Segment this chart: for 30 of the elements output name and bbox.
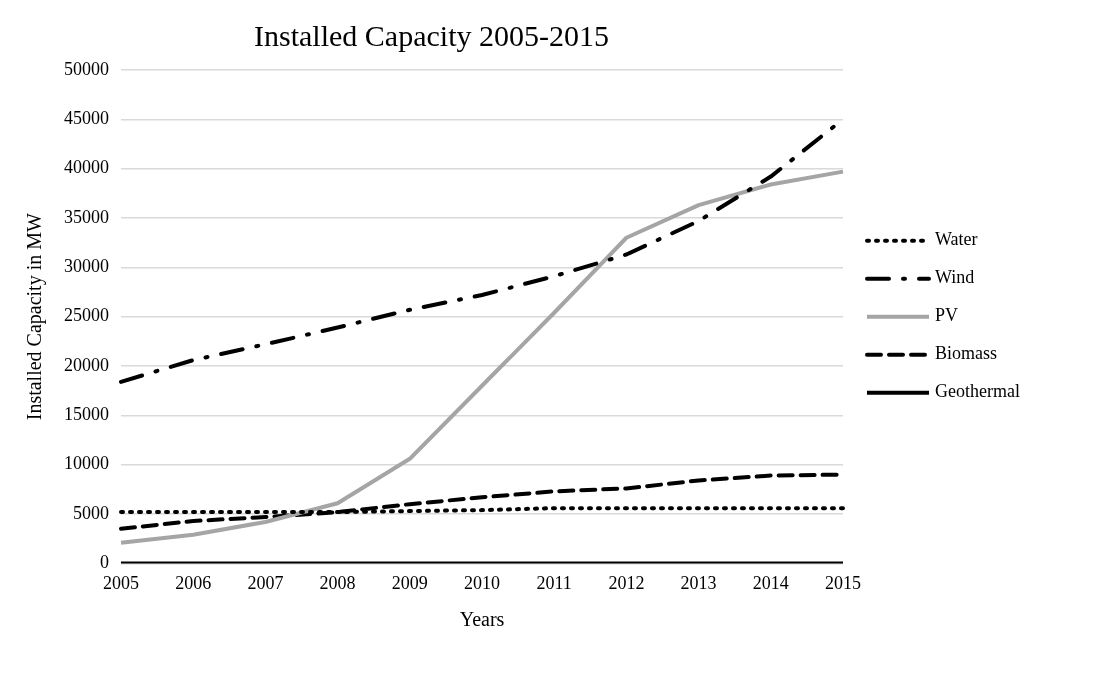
legend-label: Biomass	[935, 343, 998, 364]
legend-label: Wind	[935, 267, 975, 288]
x-tick-label: 2012	[608, 572, 645, 593]
x-tick-label: 2010	[464, 572, 500, 593]
legend-label: Water	[935, 229, 978, 250]
x-tick-label: 2014	[752, 572, 789, 593]
y-tick-label: 45000	[64, 108, 109, 129]
y-tick-label: 40000	[64, 157, 109, 178]
x-tick-label: 2005	[103, 572, 139, 593]
y-tick-label: 0	[100, 552, 109, 573]
x-tick-label: 2011	[536, 572, 572, 593]
chart-title: Installed Capacity 2005-2015	[254, 18, 609, 52]
y-tick-label: 15000	[64, 404, 109, 425]
y-tick-label: 5000	[73, 502, 109, 523]
y-tick-label: 25000	[64, 305, 109, 326]
x-axis-title: Years	[459, 608, 505, 631]
x-tick-label: 2007	[247, 572, 284, 593]
legend-label: PV	[935, 305, 959, 326]
x-tick-label: 2009	[391, 572, 428, 593]
legend-label: Geothermal	[935, 381, 1020, 402]
x-tick-label: 2006	[175, 572, 212, 593]
y-tick-label: 20000	[64, 354, 109, 375]
y-tick-label: 35000	[64, 206, 109, 227]
x-tick-label: 2015	[825, 572, 861, 593]
y-tick-label: 50000	[64, 58, 109, 79]
y-tick-label: 30000	[64, 256, 109, 277]
y-axis-title: Installed Capacity in MW	[23, 212, 47, 421]
y-tick-label: 10000	[64, 453, 109, 474]
x-tick-label: 2013	[680, 572, 717, 593]
x-tick-label: 2008	[319, 572, 356, 593]
